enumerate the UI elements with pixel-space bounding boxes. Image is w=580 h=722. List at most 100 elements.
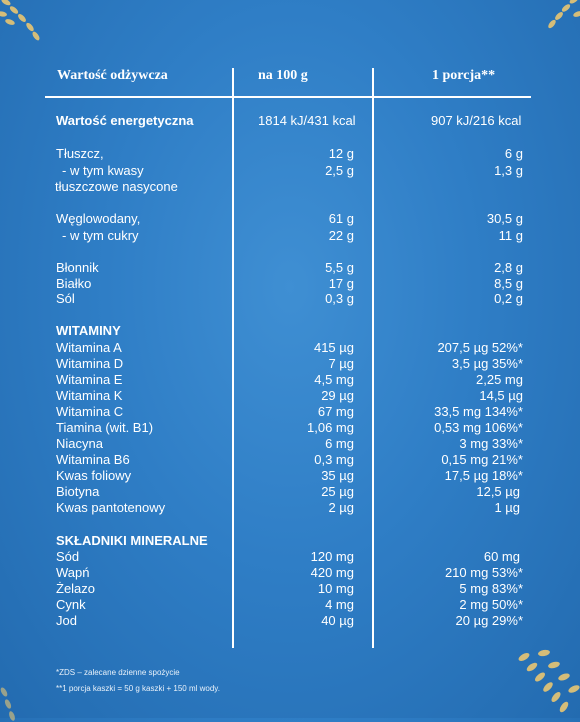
row-per-portion: 207,5 µg 52%*: [437, 340, 523, 355]
row-name: Jod: [56, 613, 77, 628]
row-per-100g: 29 µg: [321, 388, 354, 403]
wheat-decoration-icon: [0, 0, 40, 41]
row-name: Wapń: [56, 565, 90, 580]
row-name: - w tym kwasy: [62, 163, 144, 178]
row-per-portion: 60 mg: [483, 549, 520, 564]
table-row: - w tym kwasy 2,5 g 1,3 g: [0, 162, 580, 179]
row-per-portion: 6 g: [504, 146, 523, 161]
row-per-100g: 61 g: [328, 211, 354, 226]
row-per-portion: 3 mg 33%*: [459, 436, 523, 451]
column-divider: [372, 68, 374, 648]
table-row: Witamina D 7 µg 3,5 µg 35%*: [0, 355, 580, 372]
row-per-100g: 25 µg: [321, 484, 354, 499]
row-name: Biotyna: [56, 484, 100, 499]
row-per-100g: 67 mg: [317, 404, 354, 419]
row-per-portion: 2,25 mg: [476, 372, 523, 387]
table-row: Witamina C 67 mg 33,5 mg 134%*: [0, 403, 580, 420]
row-per-portion: 14,5 µg: [479, 388, 523, 403]
table-row: Jod 40 µg 20 µg 29%*: [0, 612, 580, 629]
table-row: Wapń 420 mg 210 mg 53%*: [0, 564, 580, 581]
table-row: Kwas foliowy 35 µg 17,5 µg 18%*: [0, 467, 580, 484]
row-per-100g: 35 µg: [321, 468, 354, 483]
row-name: Witamina K: [56, 388, 123, 403]
row-name: - w tym cukry: [62, 228, 139, 243]
row-per-100g: 5,5 g: [325, 260, 354, 275]
row-per-100g: 415 µg: [313, 340, 354, 355]
row-name: SKŁADNIKI MINERALNE: [56, 533, 208, 548]
table-row: Tiamina (wit. B1) 1,06 mg 0,53 mg 106%*: [0, 419, 580, 436]
table-row: Witamina K 29 µg 14,5 µg: [0, 387, 580, 404]
row-per-portion: 1 µg: [494, 500, 520, 515]
wheat-decoration-icon: [518, 649, 580, 713]
row-name: Węglowodany,: [56, 211, 141, 226]
table-row: Żelazo 10 mg 5 mg 83%*: [0, 580, 580, 597]
table-row: Witamina A 415 µg 207,5 µg 52%*: [0, 339, 580, 356]
row-per-portion: 30,5 g: [486, 211, 523, 226]
row-per-100g: 4,5 mg: [314, 372, 354, 387]
table-row: Sól 0,3 g 0,2 g: [0, 290, 580, 307]
row-name: Wartość energetyczna: [56, 113, 194, 128]
row-per-100g: 2 µg: [328, 500, 354, 515]
row-per-portion: 20 µg 29%*: [455, 613, 523, 628]
row-per-100g: 1,06 mg: [307, 420, 354, 435]
row-per-portion: 8,5 g: [494, 276, 523, 291]
row-per-portion: 0,15 mg 21%*: [441, 452, 523, 467]
table-row: Biotyna 25 µg 12,5 µg: [0, 483, 580, 500]
row-per-portion: 3,5 µg 35%*: [451, 356, 523, 371]
row-name: Sól: [56, 291, 75, 306]
row-name: Niacyna: [56, 436, 103, 451]
row-per-portion: 210 mg 53%*: [444, 565, 523, 580]
table-row: Wartość energetyczna 1814 kJ/431 kcal 90…: [0, 112, 580, 129]
row-name: Tłuszcz,: [56, 146, 104, 161]
row-per-100g: 4 mg: [325, 597, 354, 612]
row-name: Żelazo: [56, 581, 96, 596]
table-row: Niacyna 6 mg 3 mg 33%*: [0, 435, 580, 452]
row-per-100g: 0,3 mg: [314, 452, 354, 467]
table-row: tłuszczowe nasycone: [0, 178, 580, 195]
row-per-portion: 5 mg 83%*: [459, 581, 523, 596]
table-row: - w tym cukry 22 g 11 g: [0, 227, 580, 244]
row-per-100g: 420 mg: [310, 565, 354, 580]
column-divider: [232, 68, 234, 648]
header-underline: [45, 96, 531, 98]
wheat-decoration-icon: [0, 687, 15, 721]
row-per-100g: 40 µg: [321, 613, 354, 628]
row-name: Witamina D: [56, 356, 124, 371]
row-per-portion: 0,2 g: [494, 291, 523, 306]
table-row: Błonnik 5,5 g 2,8 g: [0, 259, 580, 276]
row-name: Błonnik: [56, 260, 99, 275]
footnote-zds: *ZDS – zalecane dzienne spożycie: [56, 668, 180, 677]
table-row: Białko 17 g 8,5 g: [0, 275, 580, 292]
table-row: Cynk 4 mg 2 mg 50%*: [0, 596, 580, 613]
row-per-portion: 17,5 µg 18%*: [444, 468, 523, 483]
row-per-portion: 0,53 mg 106%*: [434, 420, 523, 435]
row-per-portion: 1,3 g: [494, 163, 523, 178]
row-per-portion: 2,8 g: [494, 260, 523, 275]
section-heading-minerals: SKŁADNIKI MINERALNE: [0, 532, 580, 549]
row-name: Białko: [56, 276, 92, 291]
row-per-portion: 2 mg 50%*: [459, 597, 523, 612]
footnote-portion: **1 porcja kaszki = 50 g kaszki + 150 ml…: [56, 684, 220, 693]
row-per-portion: 907 kJ/216 kcal: [431, 113, 522, 128]
table-row: Witamina E 4,5 mg 2,25 mg: [0, 371, 580, 388]
section-heading-vitamins: WITAMINY: [0, 322, 580, 339]
table-header: Wartość odżywcza na 100 g 1 porcja**: [0, 58, 580, 98]
row-name: tłuszczowe nasycone: [55, 179, 178, 194]
row-per-100g: 6 mg: [325, 436, 354, 451]
row-per-100g: 1814 kJ/431 kcal: [258, 113, 356, 128]
header-per-100g: na 100 g: [258, 68, 308, 83]
row-name: Kwas foliowy: [56, 468, 132, 483]
row-per-100g: 0,3 g: [325, 291, 354, 306]
row-per-portion: 12,5 µg: [476, 484, 520, 499]
wheat-decoration-icon: [548, 0, 580, 29]
row-per-100g: 120 mg: [310, 549, 354, 564]
row-per-100g: 12 g: [328, 146, 354, 161]
row-name: Kwas pantotenowy: [56, 500, 166, 515]
table-row: Kwas pantotenowy 2 µg 1 µg: [0, 499, 580, 516]
header-per-portion: 1 porcja**: [432, 68, 496, 83]
table-row: Tłuszcz, 12 g 6 g: [0, 145, 580, 162]
table-row: Sód 120 mg 60 mg: [0, 548, 580, 565]
row-name: Witamina C: [56, 404, 124, 419]
row-name: Tiamina (wit. B1): [56, 420, 154, 435]
row-name: Witamina B6: [56, 452, 130, 467]
